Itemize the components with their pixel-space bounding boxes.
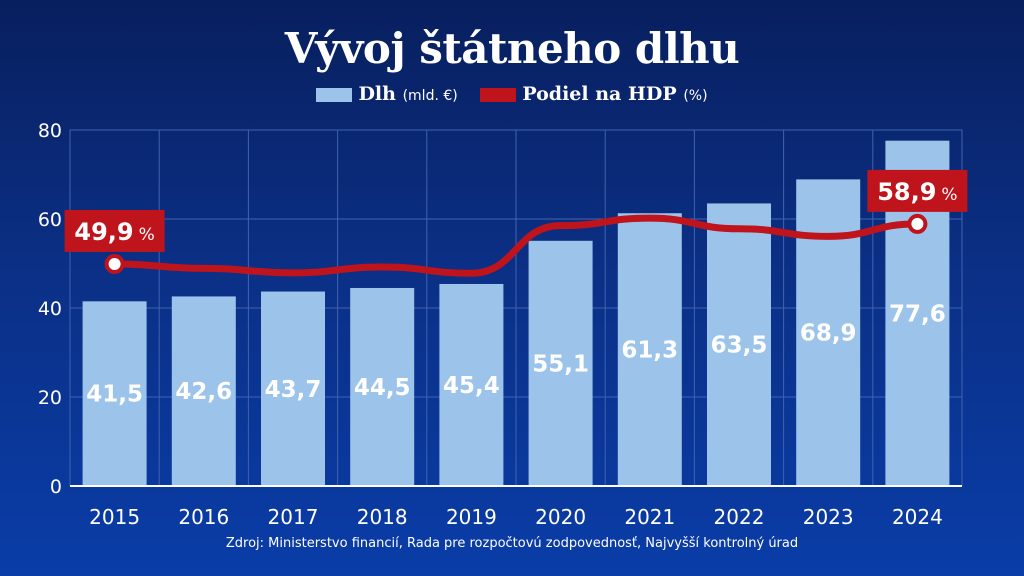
callout-value: 49,9: [74, 218, 133, 246]
legend-swatch-gdp-share: [480, 88, 517, 102]
gdp-share-marker: [104, 253, 125, 274]
bar: [261, 291, 325, 486]
bar-value-label: 68,9: [800, 321, 857, 347]
callout-value: 58,9: [877, 178, 936, 206]
bar: [796, 179, 861, 486]
chart-legend: Dlh (mld. €) Podiel na HDP (%): [0, 82, 1024, 105]
gdp-share-marker: [907, 213, 928, 234]
bar-value-label: 61,3: [621, 338, 678, 364]
bar: [617, 213, 682, 486]
y-tick-label: 60: [38, 209, 62, 231]
bar: [707, 203, 771, 487]
y-tick-label: 20: [38, 387, 62, 409]
bar-value-label: 55,1: [532, 351, 589, 377]
bar: [171, 296, 236, 486]
y-tick-label: 40: [38, 298, 62, 320]
bar: [82, 301, 147, 486]
bar: [439, 283, 504, 486]
callout-label: 58,9%: [877, 178, 957, 206]
x-tick-label: 2024: [892, 505, 943, 529]
callout-unit: %: [941, 185, 957, 205]
bar: [528, 240, 593, 486]
x-tick-label: 2016: [178, 505, 229, 529]
legend-swatch-debt: [316, 88, 353, 102]
bar-value-label: 41,5: [86, 382, 143, 408]
x-tick-label: 2022: [714, 505, 765, 529]
legend-unit-debt: (mld. €): [402, 88, 458, 104]
callout-unit: %: [139, 225, 155, 245]
callout-box: [64, 209, 165, 252]
x-tick-label: 2023: [803, 505, 854, 529]
legend-label-gdp-share: Podiel na HDP: [522, 83, 677, 105]
chart-title: Vývoj štátneho dlhu: [284, 24, 740, 73]
x-tick-label: 2015: [89, 505, 140, 529]
x-tick-label: 2017: [268, 505, 319, 529]
legend-item-debt: Dlh (mld. €): [316, 83, 458, 105]
x-tick-label: 2018: [357, 505, 408, 529]
x-tick-label: 2021: [624, 505, 675, 529]
bar-value-label: 42,6: [175, 379, 232, 405]
callout-label: 49,9%: [74, 218, 154, 246]
legend-unit-gdp-share: (%): [683, 88, 708, 104]
bar-value-label: 77,6: [889, 301, 946, 327]
gdp-share-line: [111, 214, 921, 277]
bar-value-label: 43,7: [265, 377, 322, 403]
bar: [350, 287, 415, 486]
y-tick-label: 0: [50, 476, 62, 498]
source-note: Zdroj: Ministerstvo financií, Rada pre r…: [225, 536, 799, 551]
bar-value-label: 44,5: [354, 375, 411, 401]
bar-value-label: 45,4: [443, 373, 500, 399]
legend-item-gdp-share: Podiel na HDP (%): [480, 83, 708, 105]
bar-value-label: 63,5: [711, 333, 768, 359]
x-tick-label: 2020: [535, 505, 586, 529]
x-tick-label: 2019: [446, 505, 497, 529]
callout-box: [867, 169, 968, 212]
legend-label-debt: Dlh: [358, 83, 396, 105]
y-tick-label: 80: [38, 120, 62, 142]
